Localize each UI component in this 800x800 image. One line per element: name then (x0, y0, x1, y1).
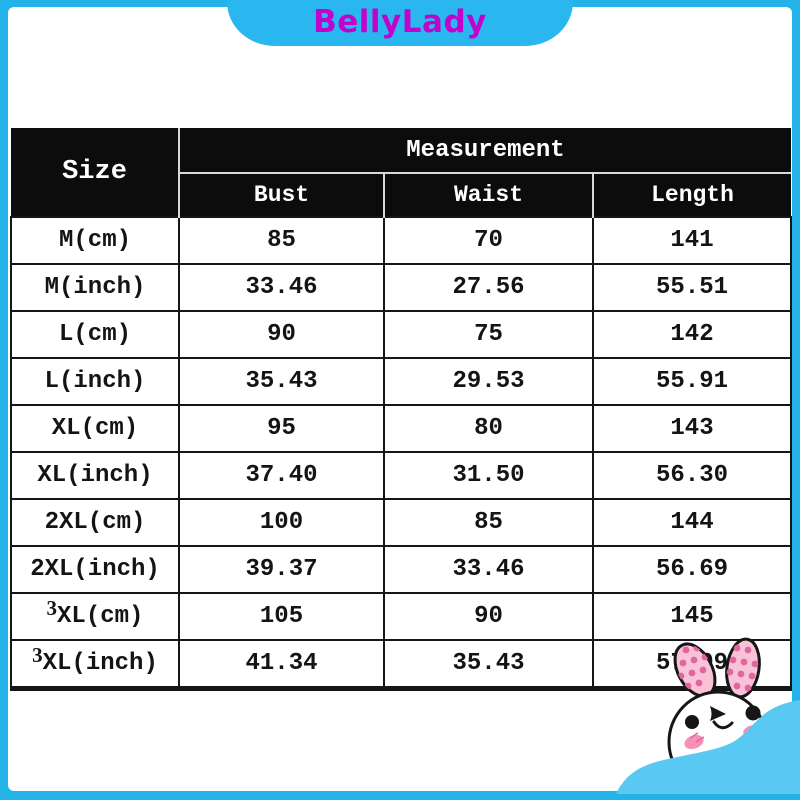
bust-cell: 85 (178, 216, 385, 265)
table-row: XL(cm) 95 80 143 (10, 404, 793, 453)
bust-cell: 95 (178, 404, 385, 453)
bunny-left-ear (673, 642, 717, 698)
size-cell: XL(inch) (10, 451, 180, 500)
bust-cell: 100 (178, 498, 385, 547)
size-cell: 3XL(inch) (10, 639, 180, 691)
blush-lines (689, 732, 705, 743)
waist-cell: 27.56 (383, 263, 594, 312)
table-row: M(inch) 33.46 27.56 55.51 (10, 263, 793, 312)
waist-cell: 85 (383, 498, 594, 547)
size-prefix: 3 (32, 643, 43, 667)
size-cell: XL(cm) (10, 404, 180, 453)
size-cell: L(inch) (10, 357, 180, 406)
bust-cell: 90 (178, 310, 385, 359)
length-cell: 145 (591, 592, 793, 641)
measurement-header: Measurement (179, 128, 792, 174)
length-cell: 56.69 (591, 545, 793, 594)
bust-cell: 35.43 (178, 357, 385, 406)
brand-banner: BellyLady (227, 0, 573, 46)
length-cell: 141 (591, 216, 793, 265)
waist-cell: 70 (383, 216, 594, 265)
ear-dots (726, 644, 759, 692)
bunny-wink-eye (710, 706, 726, 721)
column-header-bust: Bust (179, 173, 384, 217)
bunny-left-eye (685, 715, 699, 729)
table-row: XL(inch) 37.40 31.50 56.30 (10, 451, 793, 500)
brand-name: BellyLady (313, 4, 487, 40)
length-cell: 55.91 (591, 357, 793, 406)
column-header-waist: Waist (383, 173, 593, 217)
table-row: 3XL(cm) 105 90 145 (10, 592, 793, 641)
bust-cell: 105 (178, 592, 385, 641)
size-cell: L(cm) (10, 310, 180, 359)
bunny-smile (712, 720, 734, 730)
table-row: 2XL(cm) 100 85 144 (10, 498, 793, 547)
length-cell: 143 (591, 404, 793, 453)
waist-cell: 29.53 (383, 357, 594, 406)
bust-cell: 33.46 (178, 263, 385, 312)
size-cell: 2XL(inch) (10, 545, 180, 594)
size-cell: 3XL(cm) (10, 592, 180, 641)
size-prefix: 3 (46, 596, 58, 620)
bunny-mascot (616, 637, 800, 794)
bust-cell: 37.40 (178, 451, 385, 500)
bunny-right-eye (745, 705, 761, 721)
table-row: L(cm) 90 75 142 (10, 310, 793, 359)
table-row: L(inch) 35.43 29.53 55.91 (10, 357, 793, 406)
wave-decoration (616, 700, 800, 794)
waist-cell: 75 (383, 310, 594, 359)
size-chart-table: Size Measurement Bust Waist Length M(cm)… (10, 128, 793, 691)
bunny-right-ear (725, 637, 761, 699)
bust-cell: 39.37 (178, 545, 385, 594)
size-cell: M(cm) (10, 216, 180, 265)
waist-cell: 31.50 (383, 451, 594, 500)
length-cell: 55.51 (591, 263, 793, 312)
table-row: M(cm) 85 70 141 (10, 216, 793, 265)
waist-cell: 90 (383, 592, 594, 641)
bunny-left-blush (684, 734, 704, 750)
waist-cell: 33.46 (383, 545, 594, 594)
length-cell: 142 (591, 310, 793, 359)
size-cell: M(inch) (10, 263, 180, 312)
length-cell: 56.30 (591, 451, 793, 500)
table-row: 2XL(inch) 39.37 33.46 56.69 (10, 545, 793, 594)
bust-cell: 41.34 (178, 639, 385, 691)
length-cell: 144 (591, 498, 793, 547)
header-row-columns: Bust Waist Length (11, 173, 792, 217)
size-cell: 2XL(cm) (10, 498, 180, 547)
waist-cell: 80 (383, 404, 594, 453)
waist-cell: 35.43 (383, 639, 594, 691)
column-header-length: Length (591, 173, 792, 217)
header-row-group: Size Measurement (11, 128, 792, 217)
size-header: Size (11, 128, 180, 217)
